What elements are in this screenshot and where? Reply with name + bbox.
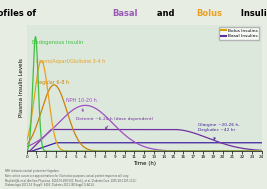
Y-axis label: Plasma Insulin Levels: Plasma Insulin Levels <box>19 58 24 117</box>
Text: NPH 10-20 h: NPH 10-20 h <box>66 98 97 112</box>
X-axis label: Time (h): Time (h) <box>133 161 156 166</box>
Text: Detemir ~6-24 h (dose dependent): Detemir ~6-24 h (dose dependent) <box>76 117 153 129</box>
Text: Glargine ~20-26 h,
Degludec ~42 hr: Glargine ~20-26 h, Degludec ~42 hr <box>198 123 240 139</box>
Text: NPH indicates neutral protamine Hagedorn.
Note: action curves are approximations: NPH indicates neutral protamine Hagedorn… <box>5 169 137 187</box>
Legend: Bolus Insulins, Basal Insulins: Bolus Insulins, Basal Insulins <box>219 27 260 40</box>
Text: and: and <box>154 9 178 18</box>
Text: Insulins: Insulins <box>238 9 267 18</box>
Text: Bolus: Bolus <box>196 9 222 18</box>
Text: Endogenous Insulin: Endogenous Insulin <box>32 40 84 45</box>
Text: Action Profiles of: Action Profiles of <box>0 9 39 18</box>
Text: Lispro/Aspart/Glulisine 3-4 h: Lispro/Aspart/Glulisine 3-4 h <box>37 59 106 64</box>
Text: Regular 6-8 h: Regular 6-8 h <box>37 80 69 85</box>
Text: Basal: Basal <box>113 9 138 18</box>
